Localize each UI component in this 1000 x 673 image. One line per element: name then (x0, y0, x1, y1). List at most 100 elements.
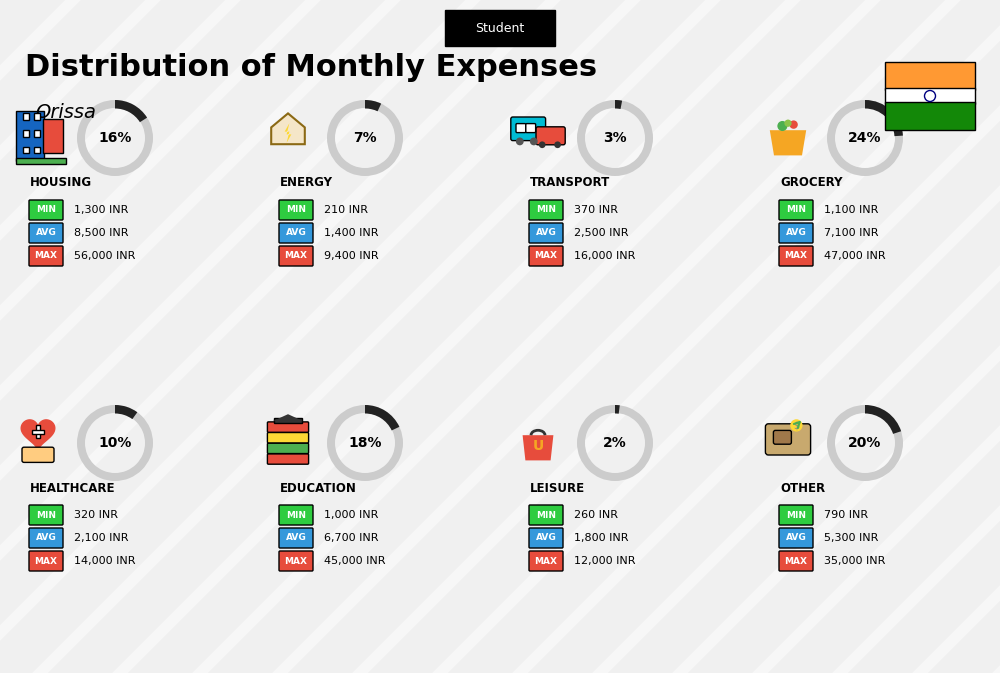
FancyBboxPatch shape (779, 551, 813, 571)
FancyBboxPatch shape (779, 223, 813, 243)
Text: 47,000 INR: 47,000 INR (824, 251, 886, 261)
Text: 5,300 INR: 5,300 INR (824, 533, 878, 543)
Text: MIN: MIN (36, 511, 56, 520)
Text: MAX: MAX (35, 557, 58, 565)
FancyBboxPatch shape (885, 102, 975, 130)
Wedge shape (365, 100, 381, 111)
Circle shape (530, 137, 538, 145)
FancyBboxPatch shape (529, 505, 563, 525)
Text: OTHER: OTHER (780, 481, 825, 495)
FancyBboxPatch shape (16, 158, 66, 164)
Text: TRANSPORT: TRANSPORT (530, 176, 610, 190)
Circle shape (777, 121, 787, 131)
Wedge shape (115, 100, 147, 122)
Text: HEALTHCARE: HEALTHCARE (30, 481, 116, 495)
FancyBboxPatch shape (529, 528, 563, 548)
Text: 35,000 INR: 35,000 INR (824, 556, 885, 566)
Text: MIN: MIN (786, 205, 806, 215)
Polygon shape (770, 130, 806, 155)
FancyBboxPatch shape (274, 417, 302, 423)
Text: 2,100 INR: 2,100 INR (74, 533, 128, 543)
Wedge shape (577, 100, 653, 176)
Polygon shape (285, 123, 291, 143)
Wedge shape (77, 100, 153, 176)
Text: 320 INR: 320 INR (74, 510, 118, 520)
FancyBboxPatch shape (529, 246, 563, 266)
Text: MIN: MIN (536, 511, 556, 520)
Text: 370 INR: 370 INR (574, 205, 618, 215)
Polygon shape (273, 414, 303, 421)
Text: AVG: AVG (536, 534, 556, 542)
Wedge shape (865, 405, 901, 434)
FancyBboxPatch shape (34, 113, 40, 120)
Wedge shape (327, 405, 403, 481)
Wedge shape (827, 405, 903, 481)
Wedge shape (365, 405, 399, 431)
Wedge shape (615, 100, 622, 109)
FancyBboxPatch shape (511, 117, 546, 141)
FancyBboxPatch shape (34, 130, 40, 137)
FancyBboxPatch shape (23, 113, 29, 120)
Text: AVG: AVG (286, 229, 306, 238)
Text: 45,000 INR: 45,000 INR (324, 556, 386, 566)
Text: 7,100 INR: 7,100 INR (824, 228, 878, 238)
FancyBboxPatch shape (23, 130, 29, 137)
Text: AVG: AVG (786, 534, 806, 542)
FancyBboxPatch shape (267, 433, 309, 443)
FancyBboxPatch shape (529, 551, 563, 571)
Text: 1,100 INR: 1,100 INR (824, 205, 878, 215)
Text: 10%: 10% (98, 436, 132, 450)
Text: 260 INR: 260 INR (574, 510, 618, 520)
Text: LEISURE: LEISURE (530, 481, 585, 495)
Text: ENERGY: ENERGY (280, 176, 333, 190)
FancyBboxPatch shape (279, 200, 313, 220)
FancyBboxPatch shape (445, 10, 555, 46)
Text: MAX: MAX (534, 252, 558, 260)
Text: 3%: 3% (603, 131, 627, 145)
FancyBboxPatch shape (267, 422, 309, 432)
FancyBboxPatch shape (23, 147, 29, 153)
FancyBboxPatch shape (29, 551, 63, 571)
FancyBboxPatch shape (279, 505, 313, 525)
Text: 1,800 INR: 1,800 INR (574, 533, 629, 543)
Text: 20%: 20% (848, 436, 882, 450)
Text: MIN: MIN (36, 205, 56, 215)
Text: 210 INR: 210 INR (324, 205, 368, 215)
Circle shape (784, 120, 792, 127)
FancyBboxPatch shape (779, 528, 813, 548)
Text: MAX: MAX (534, 557, 558, 565)
FancyBboxPatch shape (279, 246, 313, 266)
Text: 24%: 24% (848, 131, 882, 145)
Wedge shape (615, 405, 620, 414)
Text: 7%: 7% (353, 131, 377, 145)
FancyBboxPatch shape (29, 246, 63, 266)
Text: AVG: AVG (536, 229, 556, 238)
Text: HOUSING: HOUSING (30, 176, 92, 190)
FancyBboxPatch shape (779, 246, 813, 266)
Text: 18%: 18% (348, 436, 382, 450)
FancyBboxPatch shape (36, 425, 40, 438)
Text: AVG: AVG (36, 229, 56, 238)
Text: $: $ (793, 421, 799, 431)
Text: EDUCATION: EDUCATION (280, 481, 357, 495)
Wedge shape (77, 405, 153, 481)
Text: MAX: MAX (285, 252, 308, 260)
FancyBboxPatch shape (529, 200, 563, 220)
Text: 2,500 INR: 2,500 INR (574, 228, 629, 238)
Text: Distribution of Monthly Expenses: Distribution of Monthly Expenses (25, 53, 597, 83)
Wedge shape (115, 405, 137, 419)
Text: AVG: AVG (36, 534, 56, 542)
FancyBboxPatch shape (279, 528, 313, 548)
Text: 14,000 INR: 14,000 INR (74, 556, 136, 566)
Text: 2%: 2% (603, 436, 627, 450)
Text: 1,300 INR: 1,300 INR (74, 205, 128, 215)
Wedge shape (827, 100, 903, 176)
FancyBboxPatch shape (29, 223, 63, 243)
Text: AVG: AVG (786, 229, 806, 238)
Text: 56,000 INR: 56,000 INR (74, 251, 135, 261)
FancyBboxPatch shape (765, 424, 811, 455)
Text: 16,000 INR: 16,000 INR (574, 251, 635, 261)
FancyBboxPatch shape (32, 429, 44, 434)
Text: MIN: MIN (786, 511, 806, 520)
Text: MIN: MIN (286, 511, 306, 520)
